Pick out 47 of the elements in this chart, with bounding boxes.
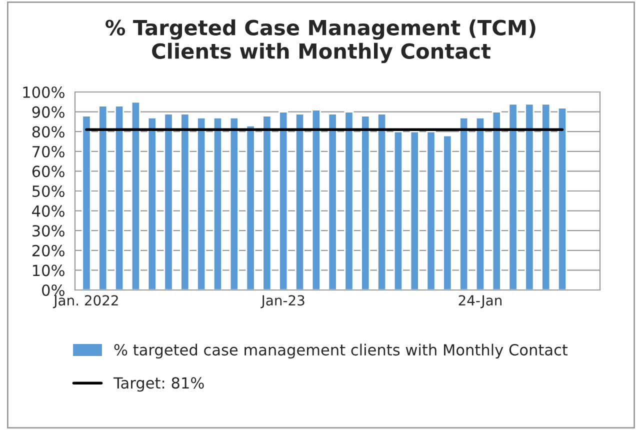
bar bbox=[459, 117, 469, 290]
bar bbox=[492, 111, 502, 290]
bar bbox=[475, 117, 486, 290]
bar bbox=[393, 130, 403, 290]
bar bbox=[246, 124, 256, 290]
legend-label: Target: 81% bbox=[113, 377, 204, 392]
bar bbox=[508, 103, 518, 290]
bar bbox=[229, 117, 239, 290]
bar bbox=[294, 113, 305, 290]
y-tick-label: 90% bbox=[32, 106, 64, 118]
bar bbox=[360, 115, 370, 290]
y-tick-label: 70% bbox=[32, 146, 64, 158]
y-tick-label: 80% bbox=[32, 126, 64, 138]
y-tick-label: 20% bbox=[32, 244, 64, 256]
y-tick-label: 50% bbox=[32, 185, 64, 198]
bar bbox=[130, 101, 140, 290]
bar bbox=[410, 130, 420, 290]
bar bbox=[328, 113, 338, 290]
bar bbox=[114, 105, 124, 290]
bar bbox=[98, 105, 108, 290]
y-tick-label: 60% bbox=[32, 166, 64, 178]
bar bbox=[541, 103, 551, 290]
x-tick-label: 24-Jan bbox=[458, 295, 502, 308]
bar bbox=[212, 117, 223, 290]
y-tick-label: 40% bbox=[32, 205, 64, 217]
bar bbox=[557, 107, 568, 290]
y-tick-label: 10% bbox=[33, 264, 64, 276]
bar bbox=[344, 111, 354, 290]
bar bbox=[82, 115, 92, 290]
x-tick-label: Jan-23 bbox=[260, 295, 304, 308]
bar bbox=[262, 115, 272, 290]
chart-title: % Targeted Case Management (TCM) Clients with Monthly Contact bbox=[106, 19, 536, 64]
bar bbox=[311, 109, 321, 290]
bar bbox=[164, 113, 174, 290]
y-tick-label: 30% bbox=[32, 225, 64, 237]
bar bbox=[442, 134, 452, 290]
bar bbox=[147, 117, 157, 290]
bar bbox=[196, 117, 206, 290]
x-tick-label: Jan. 2022 bbox=[52, 295, 118, 308]
bar bbox=[180, 113, 190, 290]
legend-label: % targeted case management clients with Monthly Contact bbox=[114, 344, 568, 359]
bar bbox=[377, 113, 387, 290]
y-tick-label: 0% bbox=[42, 284, 64, 296]
y-tick-label: 100% bbox=[23, 86, 64, 98]
bar bbox=[278, 111, 288, 290]
bar bbox=[426, 130, 436, 290]
bar bbox=[524, 103, 534, 290]
